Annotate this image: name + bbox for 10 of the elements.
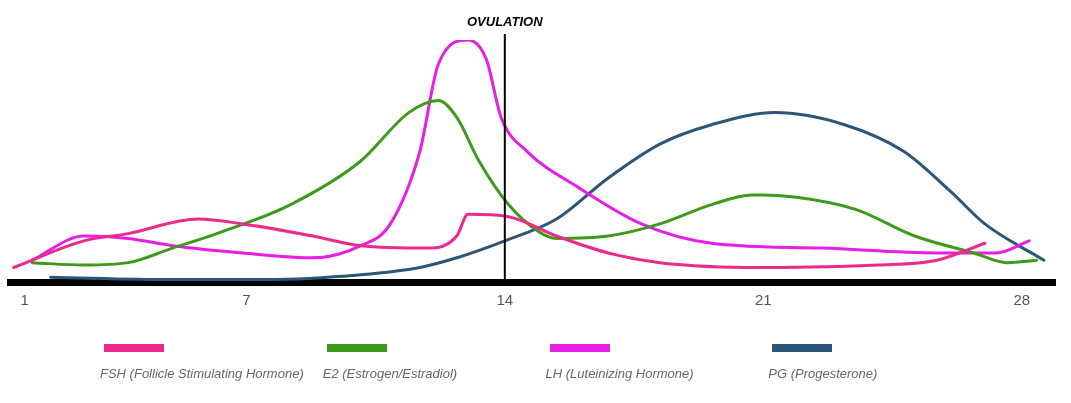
ref-line-label: OVULATION [467,14,544,29]
x-tick-label: 1 [20,291,29,309]
legend-label: LH (Luteinizing Hormone) [545,366,694,381]
legend-label: FSH (Follicle Stimulating Hormone) [100,366,304,381]
x-tick-label: 21 [754,291,772,309]
x-tick-label: 14 [496,291,514,309]
x-tick-label: 7 [242,291,251,309]
legend-label: E2 (Estrogen/Estradiol) [322,366,458,381]
x-tick-label: 28 [1013,291,1031,309]
legend-label: PG (Progesterone) [768,366,878,381]
